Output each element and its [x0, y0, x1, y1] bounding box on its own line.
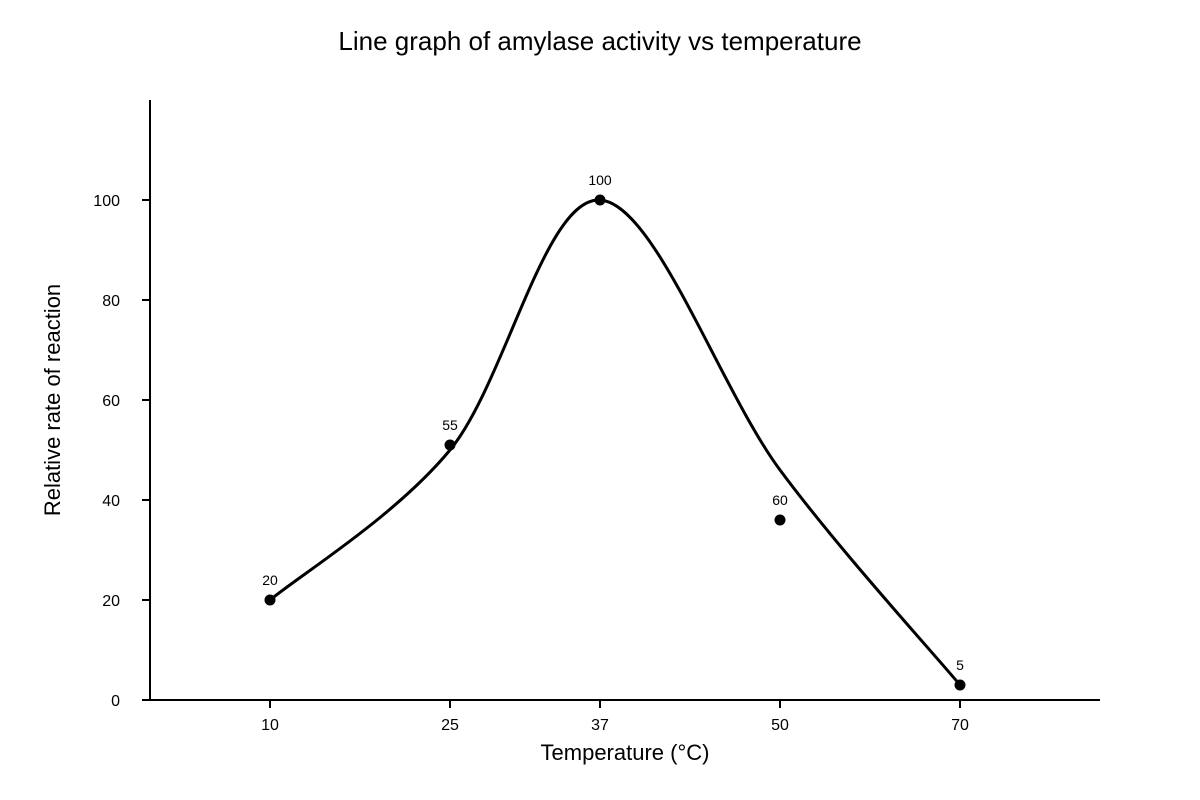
- data-point-label: 20: [262, 572, 278, 588]
- data-labels: 20 55 100 60 5: [262, 172, 964, 673]
- y-tick-label: 100: [93, 193, 120, 210]
- x-tick-label: 70: [951, 717, 969, 734]
- y-tick-label: 40: [102, 493, 120, 510]
- data-point-label: 60: [772, 492, 788, 508]
- x-tick-label: 37: [591, 717, 609, 734]
- y-tick-label: 0: [111, 693, 120, 710]
- data-point: [954, 679, 966, 691]
- data-points: [264, 194, 966, 691]
- data-point-label: 100: [588, 172, 612, 188]
- data-point: [444, 439, 456, 451]
- y-tick-label: 60: [102, 393, 120, 410]
- y-axis-title: Relative rate of reaction: [40, 284, 65, 516]
- y-tick-label: 20: [102, 593, 120, 610]
- y-axis-ticks: 0 20 40 60 80 100: [93, 193, 150, 710]
- y-tick-label: 80: [102, 293, 120, 310]
- data-point: [264, 594, 276, 606]
- x-tick-label: 10: [261, 717, 279, 734]
- data-point-label: 5: [956, 657, 964, 673]
- x-tick-label: 25: [441, 717, 459, 734]
- series-line: [269, 198, 962, 686]
- x-tick-label: 50: [771, 717, 789, 734]
- chart-title: Line graph of amylase activity vs temper…: [338, 26, 861, 56]
- data-point: [594, 194, 606, 206]
- data-point: [774, 514, 786, 526]
- data-point-label: 55: [442, 417, 458, 433]
- x-axis-ticks: 10 25 37 50 70: [261, 700, 969, 734]
- x-axis-title: Temperature (°C): [541, 740, 710, 765]
